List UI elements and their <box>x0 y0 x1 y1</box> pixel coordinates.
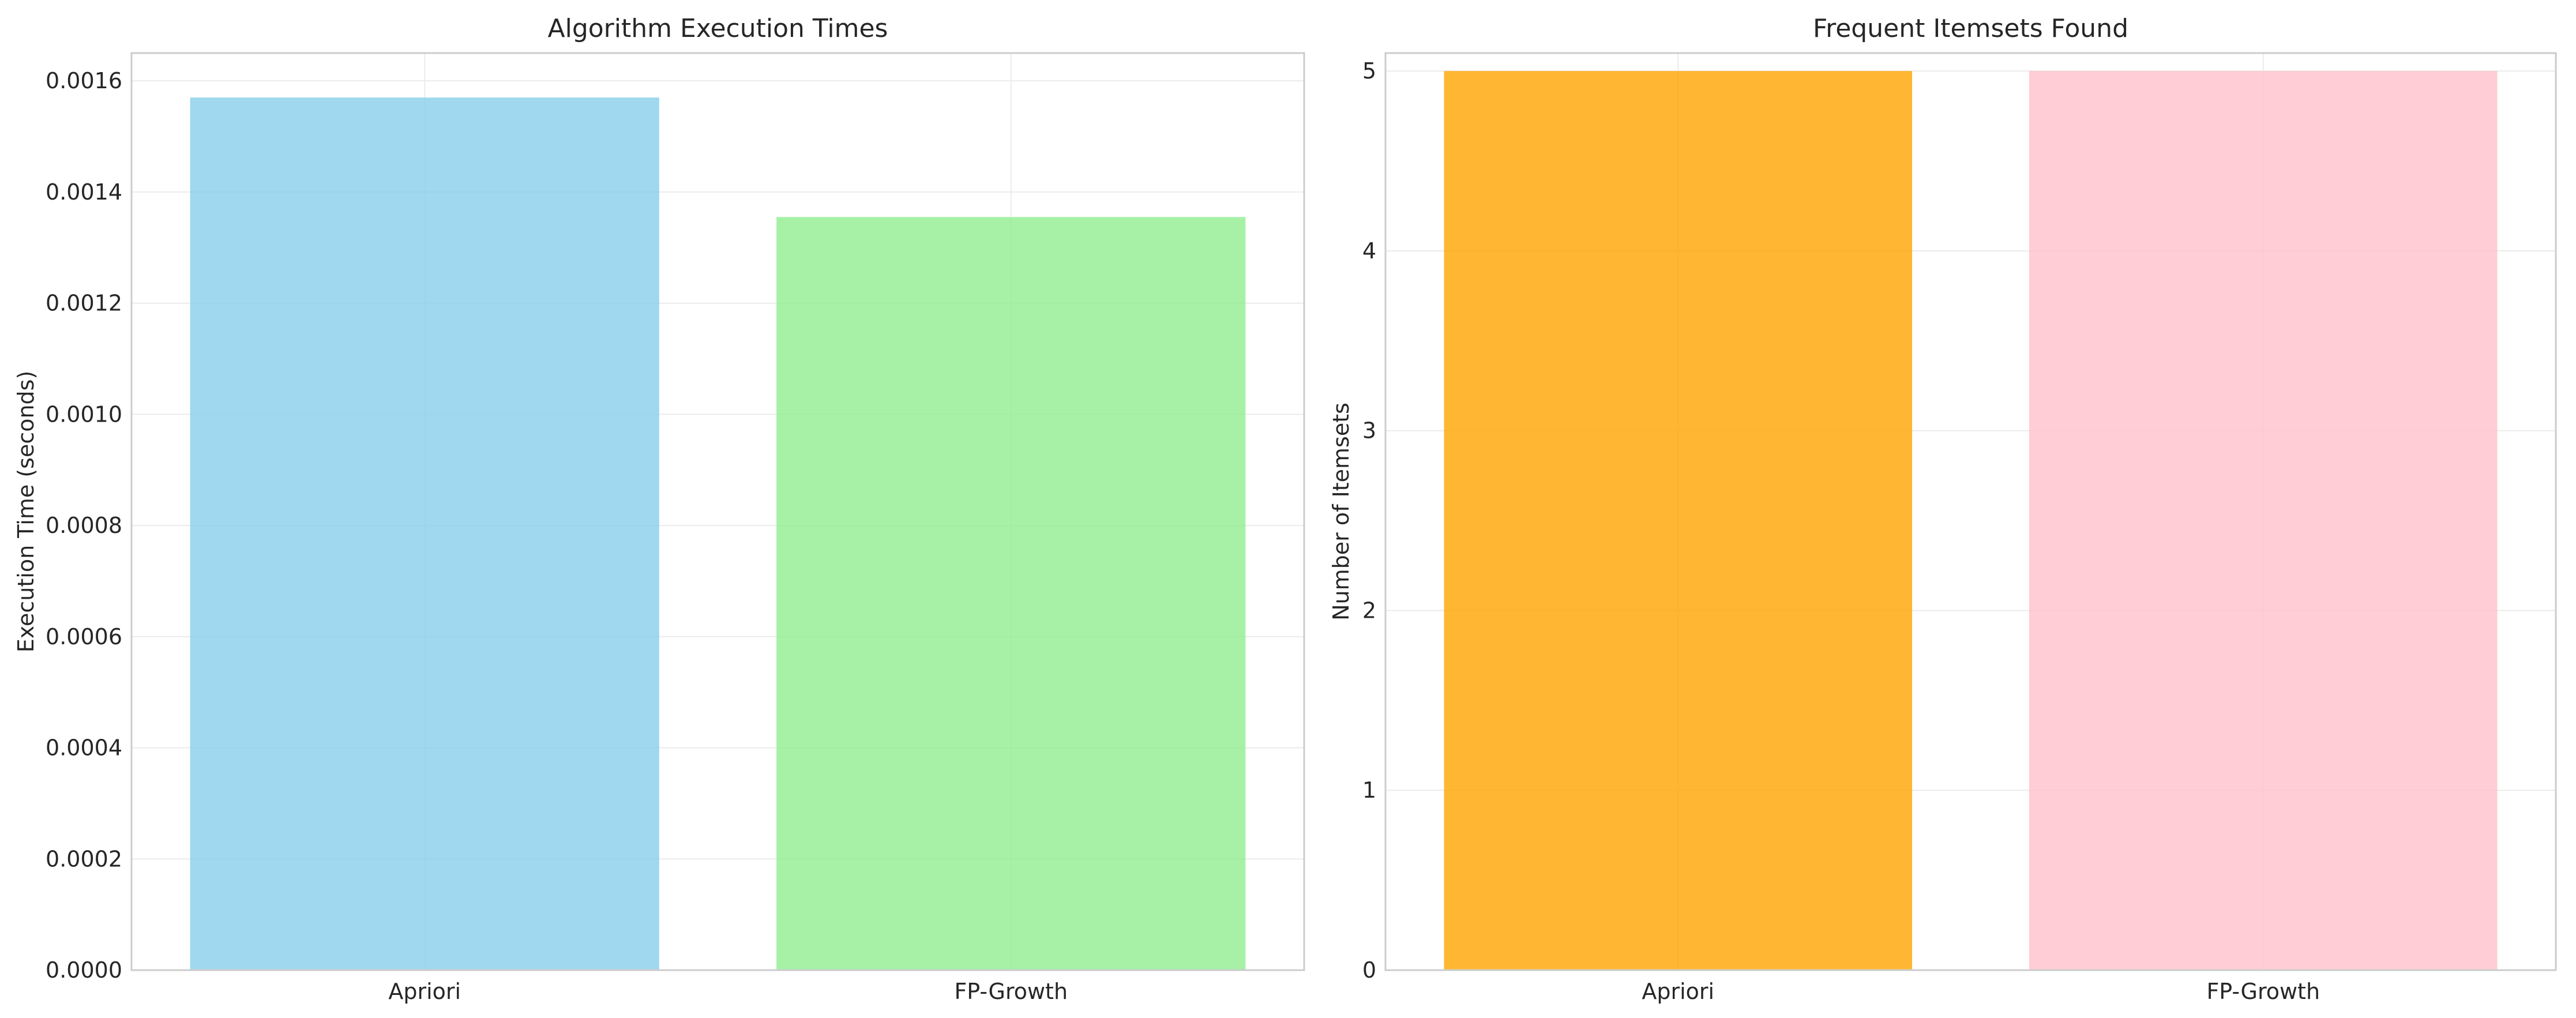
y-tick-label: 0.0000 <box>46 957 122 983</box>
bar-apriori <box>1444 71 1913 970</box>
x-tick-labels: Apriori FP-Growth <box>1642 979 2320 1004</box>
y-tick-label: 0.0014 <box>46 179 122 205</box>
y-tick-labels: 0.0000 0.0002 0.0004 0.0006 0.0008 0.0010 0.00… <box>46 68 122 983</box>
x-tick-label: FP-Growth <box>954 979 1068 1004</box>
execution-times-chart: 0.0000 0.0002 0.0004 0.0006 0.0008 0.0010 0.00… <box>13 14 1305 1004</box>
plot-frame <box>130 52 1305 971</box>
x-tick-label: Apriori <box>1642 979 1714 1004</box>
x-tick-labels: Apriori FP-Growth <box>388 979 1068 1004</box>
chart-title: Algorithm Execution Times <box>548 14 888 43</box>
bar-fp-growth <box>776 217 1246 971</box>
bars <box>1444 71 2498 970</box>
bar-fp-growth <box>2029 71 2498 970</box>
y-axis-label: Execution Time (seconds) <box>13 371 39 653</box>
bars <box>190 97 1246 971</box>
y-tick-label: 0.0004 <box>46 735 122 761</box>
y-tick-label: 0.0016 <box>46 68 122 93</box>
y-tick-label: 0 <box>1362 957 1376 983</box>
x-tick-label: Apriori <box>388 979 461 1004</box>
plot-frame <box>1384 52 2557 971</box>
bar-apriori <box>190 97 659 970</box>
y-tick-label: 0.0012 <box>46 291 122 316</box>
y-tick-labels: 0 1 2 3 4 5 <box>1362 58 1376 983</box>
y-tick-label: 0.0010 <box>46 401 122 427</box>
y-tick-label: 3 <box>1362 418 1376 444</box>
y-tick-label: 2 <box>1362 598 1376 623</box>
chart-title: Frequent Itemsets Found <box>1813 14 2128 43</box>
itemsets-found-chart: 0 1 2 3 4 5 Apriori FP-Growth Frequent Itemset… <box>1328 14 2557 1004</box>
y-tick-label: 5 <box>1362 58 1376 84</box>
y-tick-label: 0.0008 <box>46 513 122 538</box>
y-tick-label: 1 <box>1362 777 1376 803</box>
y-axis-label: Number of Itemsets <box>1328 403 1354 621</box>
y-tick-label: 4 <box>1362 238 1376 264</box>
y-tick-label: 0.0006 <box>46 624 122 649</box>
y-tick-label: 0.0002 <box>46 846 122 872</box>
x-tick-label: FP-Growth <box>2206 979 2320 1004</box>
